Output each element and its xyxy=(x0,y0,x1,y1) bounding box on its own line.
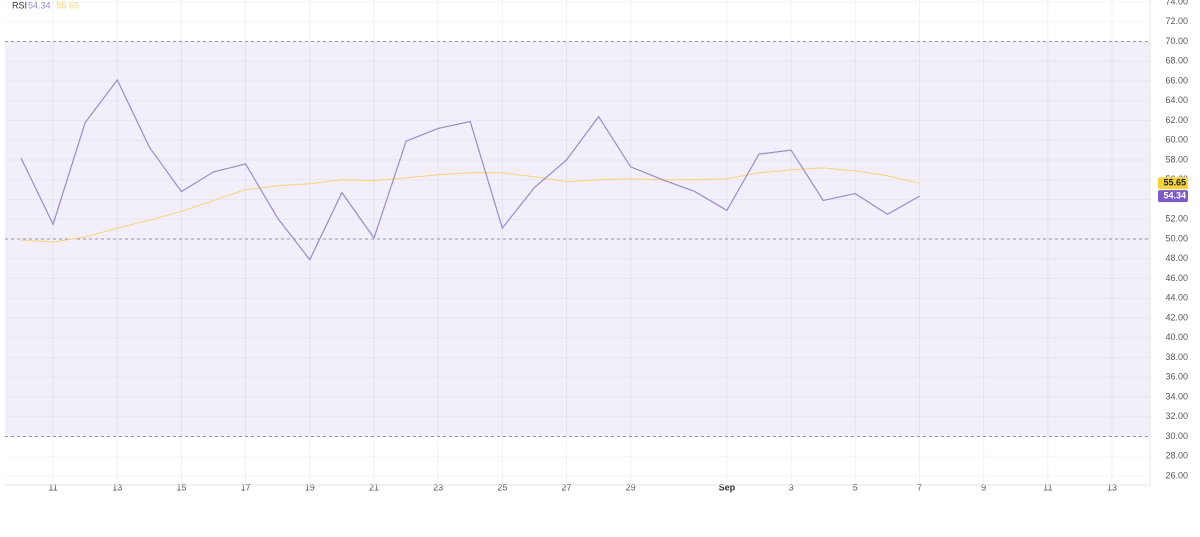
x-tick-label: 11 xyxy=(1043,482,1052,492)
price-badge: 54.34 xyxy=(1158,190,1188,203)
x-tick-label: 3 xyxy=(789,482,794,492)
badge-box xyxy=(1158,177,1188,190)
x-tick-label: 25 xyxy=(497,482,507,492)
x-tick-label: 21 xyxy=(369,482,379,492)
y-tick-label: 48.00 xyxy=(1165,253,1188,263)
y-tick-label: 72.00 xyxy=(1165,16,1188,26)
x-tick-label: 19 xyxy=(305,482,315,492)
y-tick-label: 42.00 xyxy=(1165,312,1188,322)
y-tick-label: 68.00 xyxy=(1165,56,1188,66)
chart-title: RSI xyxy=(12,0,27,10)
y-tick-label: 30.00 xyxy=(1165,431,1188,441)
x-tick-label: 15 xyxy=(176,482,186,492)
y-tick-label: 32.00 xyxy=(1165,411,1188,421)
x-tick-label: 17 xyxy=(241,482,251,492)
y-tick-label: 28.00 xyxy=(1165,451,1188,461)
y-tick-label: 62.00 xyxy=(1165,115,1188,125)
y-tick-label: 46.00 xyxy=(1165,273,1188,283)
x-tick-label: 9 xyxy=(981,482,986,492)
y-tick-label: 50.00 xyxy=(1165,233,1188,243)
y-tick-label: 64.00 xyxy=(1165,95,1188,105)
y-tick-label: 40.00 xyxy=(1165,332,1188,342)
x-tick-label: 11 xyxy=(48,482,57,492)
x-tick-label: 23 xyxy=(433,482,443,492)
y-tick-label: 74.00 xyxy=(1165,0,1188,6)
x-tick-label: 27 xyxy=(561,482,571,492)
badge-label: 54.34 xyxy=(1163,191,1186,201)
badge-label: 55.65 xyxy=(1163,178,1186,188)
y-tick-label: 60.00 xyxy=(1165,135,1188,145)
x-tick-label: 13 xyxy=(112,482,122,492)
y-tick-label: 70.00 xyxy=(1165,36,1188,46)
y-tick-label: 52.00 xyxy=(1165,214,1188,224)
x-tick-label: 7 xyxy=(917,482,922,492)
y-tick-label: 38.00 xyxy=(1165,352,1188,362)
legend-value: 54.34 xyxy=(28,0,51,10)
y-tick-label: 36.00 xyxy=(1165,372,1188,382)
x-tick-label: 5 xyxy=(853,482,858,492)
badge-box xyxy=(1158,190,1188,203)
price-badge: 55.65 xyxy=(1158,177,1188,190)
y-tick-label: 26.00 xyxy=(1165,470,1188,480)
rsi-line xyxy=(20,78,920,261)
y-tick-label: 44.00 xyxy=(1165,293,1188,303)
legend-value: 55.65 xyxy=(57,0,80,10)
y-tick-label: 34.00 xyxy=(1165,391,1188,401)
x-tick-label: Sep xyxy=(719,482,736,492)
x-tick-label: 29 xyxy=(626,482,636,492)
rsi-line xyxy=(20,167,920,243)
x-tick-label: 13 xyxy=(1107,482,1117,492)
y-tick-label: 66.00 xyxy=(1165,75,1188,85)
y-tick-label: 58.00 xyxy=(1165,154,1188,164)
